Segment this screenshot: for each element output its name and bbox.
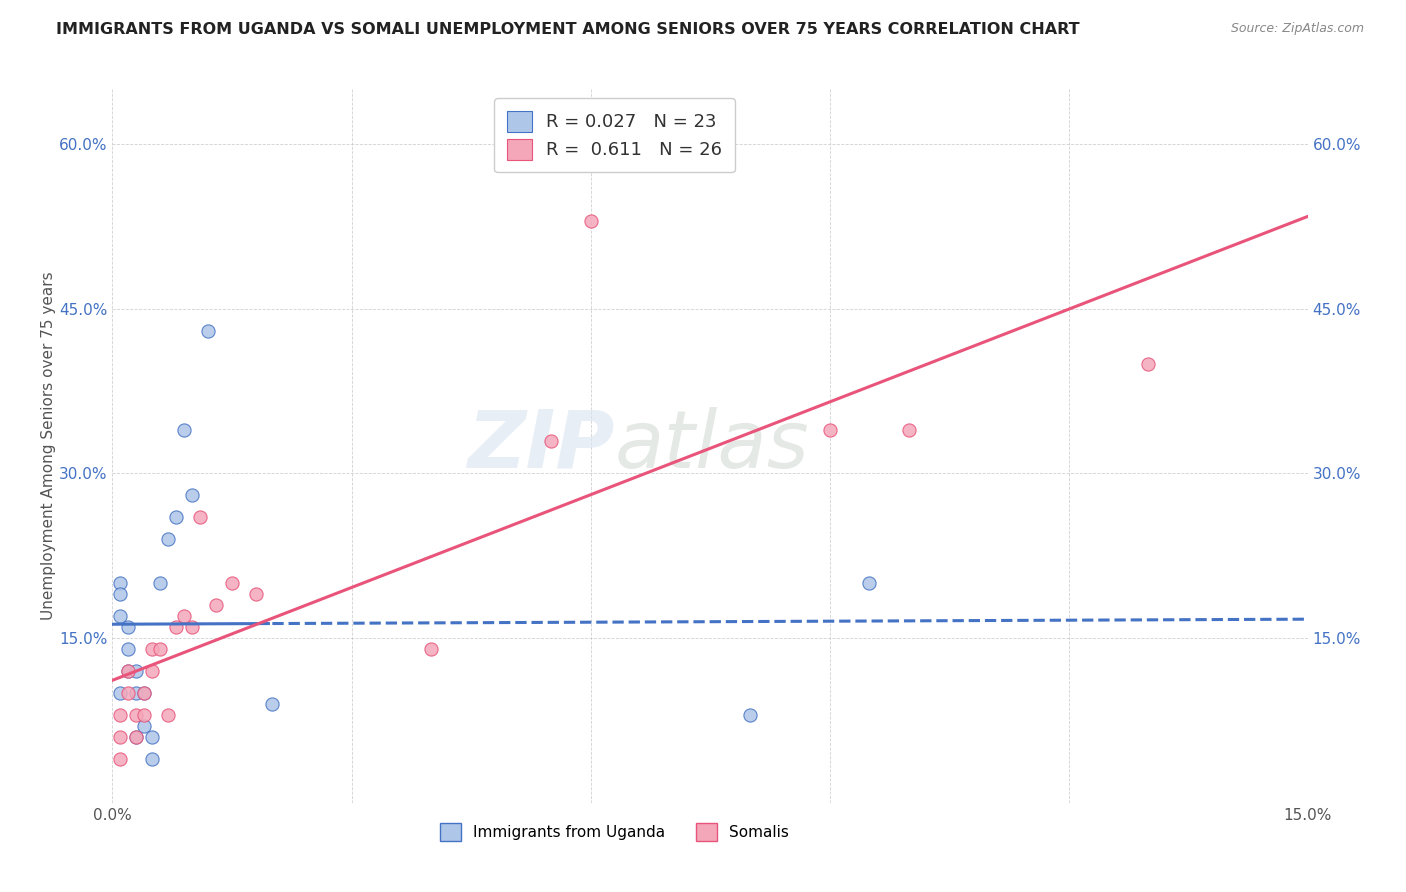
Point — [141, 730, 163, 744]
Text: Source: ZipAtlas.com: Source: ZipAtlas.com — [1230, 22, 1364, 36]
Point — [110, 708, 132, 723]
Point — [110, 576, 132, 591]
Point — [125, 730, 148, 744]
Point — [110, 686, 132, 700]
Legend: Immigrants from Uganda, Somalis: Immigrants from Uganda, Somalis — [432, 816, 797, 848]
Point — [117, 642, 139, 657]
Point — [141, 664, 163, 678]
Point — [125, 664, 148, 678]
Point — [117, 664, 139, 678]
Point — [165, 620, 187, 634]
Point — [858, 576, 880, 591]
Point — [157, 533, 180, 547]
Point — [579, 214, 602, 228]
Point — [173, 423, 195, 437]
Point — [134, 708, 156, 723]
Point — [165, 510, 187, 524]
Point — [134, 719, 156, 733]
Point — [181, 620, 204, 634]
Text: ZIP: ZIP — [467, 407, 614, 485]
Point — [125, 686, 148, 700]
Point — [117, 664, 139, 678]
Point — [221, 576, 243, 591]
Point — [173, 609, 195, 624]
Point — [197, 324, 219, 338]
Point — [141, 752, 163, 766]
Point — [117, 620, 139, 634]
Point — [149, 576, 172, 591]
Point — [117, 686, 139, 700]
Point — [738, 708, 761, 723]
Point — [245, 587, 267, 601]
Point — [540, 434, 562, 448]
Point — [110, 752, 132, 766]
Point — [1137, 357, 1160, 371]
Point — [125, 730, 148, 744]
Point — [110, 730, 132, 744]
Text: atlas: atlas — [614, 407, 810, 485]
Point — [260, 697, 283, 711]
Point — [188, 510, 211, 524]
Point — [205, 598, 228, 612]
Point — [110, 587, 132, 601]
Point — [898, 423, 921, 437]
Point — [818, 423, 841, 437]
Point — [420, 642, 443, 657]
Point — [141, 642, 163, 657]
Point — [181, 488, 204, 502]
Point — [110, 609, 132, 624]
Point — [149, 642, 172, 657]
Text: IMMIGRANTS FROM UGANDA VS SOMALI UNEMPLOYMENT AMONG SENIORS OVER 75 YEARS CORREL: IMMIGRANTS FROM UGANDA VS SOMALI UNEMPLO… — [56, 22, 1080, 37]
Point — [157, 708, 180, 723]
Point — [125, 708, 148, 723]
Point — [134, 686, 156, 700]
Y-axis label: Unemployment Among Seniors over 75 years: Unemployment Among Seniors over 75 years — [41, 272, 55, 620]
Point — [134, 686, 156, 700]
